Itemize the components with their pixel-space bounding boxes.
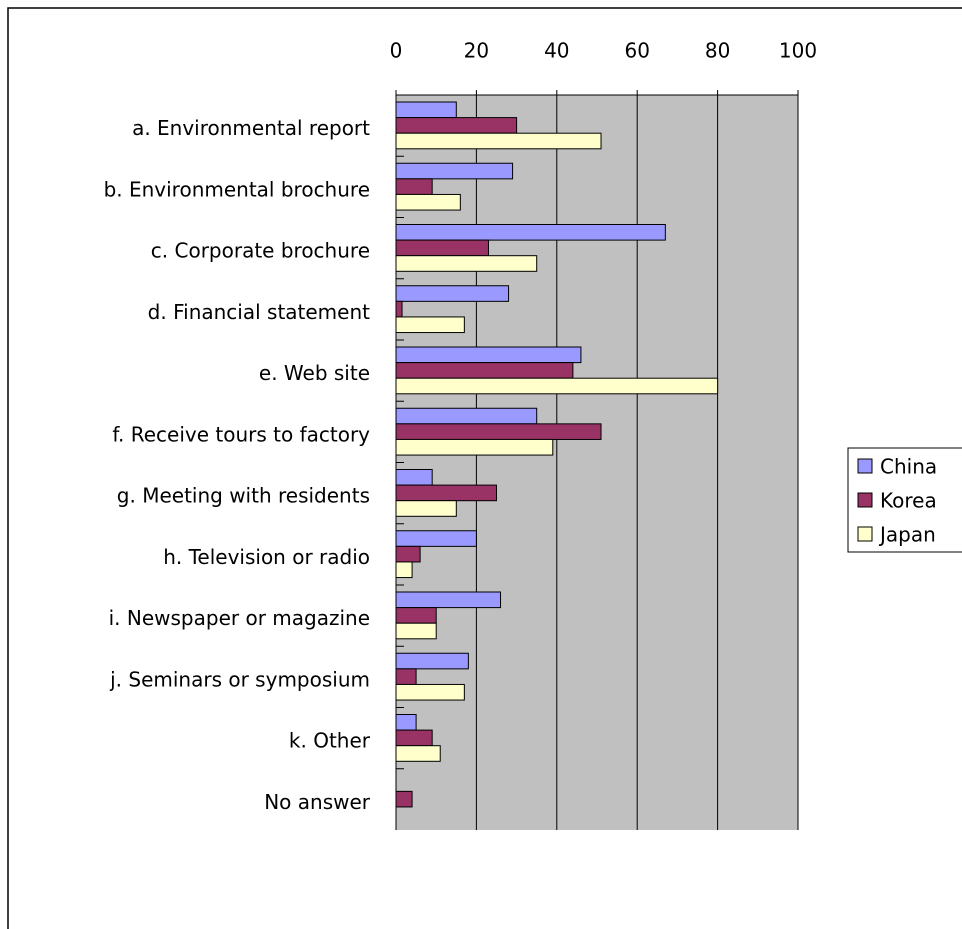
legend-label: Japan [878,523,936,547]
bar [395,652,469,670]
bar [395,224,666,241]
bar [395,561,413,579]
bar [395,239,489,257]
plot-area [396,95,798,830]
bar [395,255,538,272]
bar [395,668,417,685]
x-tick-label: 0 [390,39,403,63]
bar [395,285,510,302]
legend-swatch [857,526,873,542]
bar [395,162,514,180]
x-tick-label: 80 [705,39,730,63]
bar [395,101,457,119]
bar [395,607,437,624]
bar [395,300,403,318]
bar [395,729,433,747]
legend-swatch [857,458,873,474]
bar [395,683,465,701]
y-tick-label: c. Corporate brochure [151,239,370,263]
bar [395,117,518,134]
x-tick-label: 40 [544,39,569,63]
y-tick-label: k. Other [289,729,371,753]
bar [395,178,433,195]
bar [395,316,465,334]
y-tick-label: No answer [264,790,371,814]
bar [395,438,554,456]
legend-label: China [880,455,937,479]
x-tick-label: 100 [779,39,817,63]
bar [395,530,477,547]
legend-swatch [857,492,873,508]
bar [395,193,461,211]
y-tick-label: g. Meeting with residents [117,484,370,508]
bar [395,484,497,502]
y-tick-label: b. Environmental brochure [104,177,370,201]
x-tick-label: 20 [464,39,489,63]
bar [395,591,502,609]
bar [395,790,413,808]
legend-label: Korea [880,489,937,513]
bar [395,377,719,395]
bar [395,362,574,379]
x-tick-label: 60 [624,39,649,63]
bar [395,407,538,425]
y-tick-label: j. Seminars or symposium [109,667,370,691]
bar [395,545,421,563]
bar [395,469,433,486]
y-tick-label: a. Environmental report [132,116,370,140]
y-tick-label: f. Receive tours to factory [112,422,370,446]
bar [395,500,457,517]
bar [395,132,602,150]
y-tick-label: d. Financial statement [148,300,370,324]
y-tick-label: e. Web site [259,361,370,385]
bar [395,745,441,762]
y-tick-label: h. Television or radio [163,545,370,569]
y-tick-label: i. Newspaper or magazine [109,606,370,630]
bar [395,423,602,440]
bar [395,714,417,731]
bar [395,622,437,640]
bar [395,346,582,364]
